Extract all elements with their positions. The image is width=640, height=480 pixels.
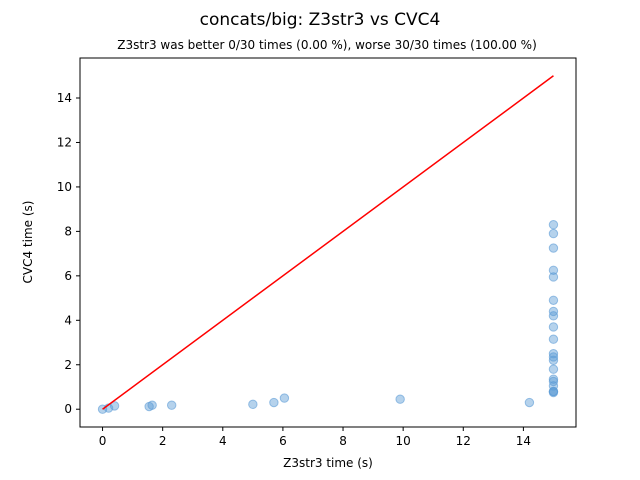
data-point xyxy=(548,265,559,275)
chart-title: concats/big: Z3str3 vs CVC4 xyxy=(200,10,441,30)
data-point xyxy=(548,355,559,366)
data-point xyxy=(548,220,559,230)
data-point xyxy=(248,399,258,410)
data-point xyxy=(548,295,559,305)
data-point xyxy=(548,334,559,344)
data-point xyxy=(109,401,120,411)
data-point xyxy=(548,311,559,321)
data-point xyxy=(548,228,559,239)
x-axis-label: Z3str3 time (s) xyxy=(283,456,373,470)
data-point xyxy=(279,393,290,403)
chart-subtitle: Z3str3 was better 0/30 times (0.00 %), w… xyxy=(117,38,537,52)
x-tick-label: 6 xyxy=(279,434,287,448)
data-point xyxy=(395,394,405,404)
data-point xyxy=(548,272,559,282)
data-point xyxy=(548,374,559,384)
x-tick-label: 8 xyxy=(339,434,347,448)
y-tick-label: 10 xyxy=(57,180,72,194)
data-point xyxy=(548,386,559,397)
x-axis: 0 2 4 6 8 10 12 14 xyxy=(99,427,531,448)
data-point xyxy=(548,348,559,359)
reference-line xyxy=(102,75,554,410)
data-point xyxy=(524,397,535,408)
data-point xyxy=(548,322,559,332)
y-axis-label: CVC4 time (s) xyxy=(21,201,35,284)
data-point xyxy=(166,400,177,410)
y-axis: 0 2 4 6 8 10 12 14 xyxy=(57,91,80,416)
data-point xyxy=(548,364,559,374)
data-point xyxy=(548,352,559,362)
y-tick-label: 6 xyxy=(64,269,72,283)
data-point xyxy=(269,397,279,408)
data-point xyxy=(548,243,559,253)
data-point xyxy=(147,400,157,410)
y-tick-label: 14 xyxy=(57,91,72,105)
y-tick-label: 4 xyxy=(64,313,72,327)
y-tick-label: 8 xyxy=(64,224,72,238)
x-tick-label: 10 xyxy=(396,434,411,448)
y-tick-label: 0 xyxy=(64,402,72,416)
plot-area xyxy=(97,75,559,414)
x-tick-label: 0 xyxy=(99,434,107,448)
x-tick-label: 14 xyxy=(516,434,531,448)
x-tick-label: 4 xyxy=(219,434,227,448)
x-tick-label: 12 xyxy=(456,434,471,448)
plot-frame xyxy=(79,57,577,428)
x-tick-label: 2 xyxy=(159,434,167,448)
y-tick-label: 2 xyxy=(64,358,72,372)
y-tick-label: 12 xyxy=(57,135,72,149)
